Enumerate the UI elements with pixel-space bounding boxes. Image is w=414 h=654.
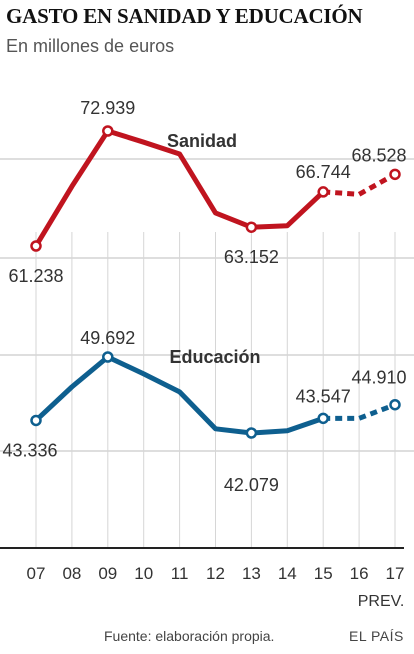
x-tick-label-08: 08 [62,564,81,583]
series-label-educacion: Educación [169,347,260,367]
data-point-educacion-15 [317,412,329,425]
data-point-educacion-09 [102,351,114,363]
x-tick-label-11: 11 [171,564,189,583]
series-projection-line-sanidad [323,172,397,197]
chart-title: GASTO EN SANIDAD Y EDUCACIÓN [6,4,363,28]
data-label-sanidad-09: 72.939 [80,98,135,118]
data-point-educacion-07 [30,414,42,427]
x-tick-label-13: 13 [242,564,261,583]
x-tick-label-10: 10 [134,564,153,583]
x-tick-label-16: 16 [350,564,369,583]
data-label-educacion-13: 42.079 [224,475,279,495]
data-point-educacion-13 [245,427,258,439]
data-point-educacion-17 [389,398,401,411]
x-tick-label-09: 09 [98,564,117,583]
data-label-sanidad-15: 66.744 [296,162,351,182]
data-point-sanidad-17 [389,168,401,181]
publisher-brand: EL PAÍS [349,628,404,644]
data-label-sanidad-17: 68.528 [351,145,406,165]
data-label-sanidad-13: 63.152 [224,247,279,267]
series-line-sanidad [33,128,326,249]
data-point-sanidad-15 [317,186,329,198]
x-tick-label-17: 17 [386,564,405,583]
data-point-sanidad-09 [102,125,114,137]
series-projection-line-educacion [323,402,396,421]
data-label-educacion-09: 49.692 [80,328,135,348]
data-point-sanidad-13 [245,221,258,233]
data-label-sanidad-07: 61.238 [8,266,63,286]
x-tick-label-15: 15 [314,564,333,583]
series-label-sanidad: Sanidad [167,131,237,151]
source-note: Fuente: elaboración propia. [104,628,275,644]
data-label-educacion-15: 43.547 [296,386,351,406]
series-line-educacion [33,354,326,436]
data-label-educacion-07: 43.336 [2,440,57,460]
data-point-sanidad-07 [30,240,42,252]
x-tick-label-07: 07 [27,564,46,583]
chart-subtitle: En millones de euros [6,36,175,56]
x-sublabel-17: PREV. [358,593,405,610]
data-label-educacion-17: 44.910 [351,368,406,388]
x-tick-label-12: 12 [206,564,225,583]
x-tick-label-14: 14 [278,564,297,583]
